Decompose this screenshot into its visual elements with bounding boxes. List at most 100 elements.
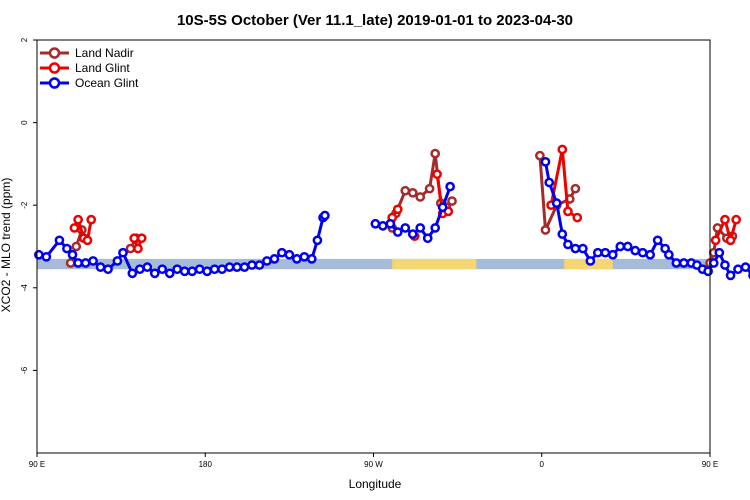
data-point-ocean-glint [103, 264, 113, 275]
data-point-ocean-glint [232, 262, 242, 272]
data-point-ocean-glint [385, 218, 396, 229]
data-point-ocean-glint [134, 264, 145, 275]
x-tick-label: 0 [540, 460, 545, 469]
data-point-ocean-glint [585, 256, 596, 266]
data-point-ocean-glint [172, 264, 183, 275]
y-axis-label: XCO2 - MLO trend (ppm) [0, 178, 13, 313]
data-point-ocean-glint [277, 247, 287, 258]
data-point-ocean-glint [664, 249, 674, 260]
data-point-ocean-glint [422, 233, 433, 244]
data-point-ocean-glint [80, 258, 91, 268]
data-point-ocean-glint [540, 156, 551, 167]
data-point-ocean-glint [392, 227, 403, 237]
data-point-ocean-glint [370, 218, 381, 229]
legend-label-land-glint: Land Glint [75, 61, 130, 75]
data-point-land-glint [557, 144, 568, 155]
chart-title: 10S-5S October (Ver 11.1_late) 2019-01-0… [177, 12, 573, 29]
legend-marker-land-nadir [48, 47, 61, 59]
legend: Land Nadir Land Glint Ocean Glint [40, 46, 139, 90]
data-point-land-nadir [65, 258, 76, 268]
data-point-ocean-glint [41, 251, 52, 262]
data-point-land-glint [392, 204, 403, 215]
data-point-ocean-glint [407, 229, 418, 239]
data-point-ocean-glint [202, 266, 212, 277]
legend-label-ocean-glint: Ocean Glint [75, 76, 139, 90]
data-point-ocean-glint [73, 258, 83, 268]
data-point-ocean-glint [645, 249, 656, 260]
data-point-ocean-glint [557, 229, 568, 239]
data-point-land-nadir [71, 241, 82, 252]
series-line-land-glint [549, 147, 579, 219]
data-point-ocean-glint [615, 241, 626, 252]
data-point-ocean-glint [578, 243, 588, 254]
data-point-ocean-glint [622, 241, 633, 252]
data-point-ocean-glint [224, 262, 235, 272]
data-point-ocean-glint [292, 254, 302, 264]
data-point-ocean-glint [179, 266, 190, 277]
data-point-ocean-glint [209, 264, 220, 275]
data-point-land-glint [86, 214, 97, 225]
data-point-ocean-glint [142, 262, 153, 272]
data-point-ocean-glint [415, 223, 426, 233]
data-point-ocean-glint [217, 264, 227, 275]
legend-marker-ocean-glint [48, 77, 61, 89]
x-tick-label: 90 E [29, 460, 45, 469]
data-point-ocean-glint [127, 268, 138, 279]
data-point-ocean-glint [34, 249, 44, 260]
x-axis-label: Longitude [349, 477, 402, 491]
data-point-land-glint [563, 206, 573, 217]
data-point-ocean-glint [652, 235, 663, 246]
data-point-ocean-glint [714, 247, 725, 258]
data-point-land-nadir [125, 243, 136, 254]
data-point-ocean-glint [637, 247, 648, 258]
series-land-nadir [65, 148, 738, 268]
data-point-ocean-glint [671, 258, 682, 268]
data-point-land-glint [133, 243, 143, 254]
y-tick-label: -2 [20, 201, 29, 209]
data-point-ocean-glint [400, 223, 411, 233]
data-point-land-glint [572, 212, 583, 223]
data-point-land-glint [731, 214, 742, 225]
data-point-ocean-glint [284, 249, 295, 260]
y-tick-label: 2 [20, 37, 29, 42]
data-point-land-glint [725, 235, 736, 246]
series-ocean-glint [34, 156, 750, 281]
data-point-land-nadir [407, 187, 418, 198]
data-point-ocean-glint [306, 254, 317, 264]
data-point-ocean-glint [607, 249, 618, 260]
data-point-ocean-glint [320, 210, 330, 221]
band-rect [37, 258, 710, 270]
data-point-ocean-glint [733, 264, 743, 275]
data-point-land-nadir [400, 185, 411, 196]
data-point-ocean-glint [725, 270, 736, 281]
data-point-land-nadir [447, 196, 457, 206]
data-point-land-glint [129, 233, 140, 244]
data-point-ocean-glint [570, 243, 581, 254]
data-point-land-glint [73, 214, 83, 225]
data-point-ocean-glint [600, 247, 611, 258]
y-tick-label: 0 [20, 120, 29, 125]
data-point-ocean-glint [437, 202, 448, 213]
legend-marker-land-glint [48, 62, 61, 74]
data-point-ocean-glint [377, 221, 388, 231]
data-point-ocean-glint [720, 260, 730, 270]
y-axis: 2 0 -2 -4 -6 [20, 37, 37, 374]
data-point-ocean-glint [551, 198, 562, 208]
data-point-ocean-glint [592, 247, 603, 258]
data-point-ocean-glint [563, 239, 573, 250]
data-point-land-glint [710, 235, 721, 246]
data-point-land-glint [720, 214, 730, 225]
data-point-land-glint [69, 223, 80, 233]
x-tick-label: 180 [199, 460, 213, 469]
data-point-ocean-glint [112, 256, 123, 266]
x-tick-label: 90 E [702, 460, 718, 469]
legend-item-land-nadir: Land Nadir [40, 46, 134, 60]
data-point-land-glint [432, 169, 442, 180]
data-point-ocean-glint [67, 249, 78, 260]
data-point-ocean-glint [88, 256, 98, 266]
data-point-ocean-glint [445, 181, 455, 192]
data-point-land-glint [136, 233, 147, 244]
data-point-ocean-glint [678, 258, 689, 268]
data-point-ocean-glint [62, 243, 72, 254]
